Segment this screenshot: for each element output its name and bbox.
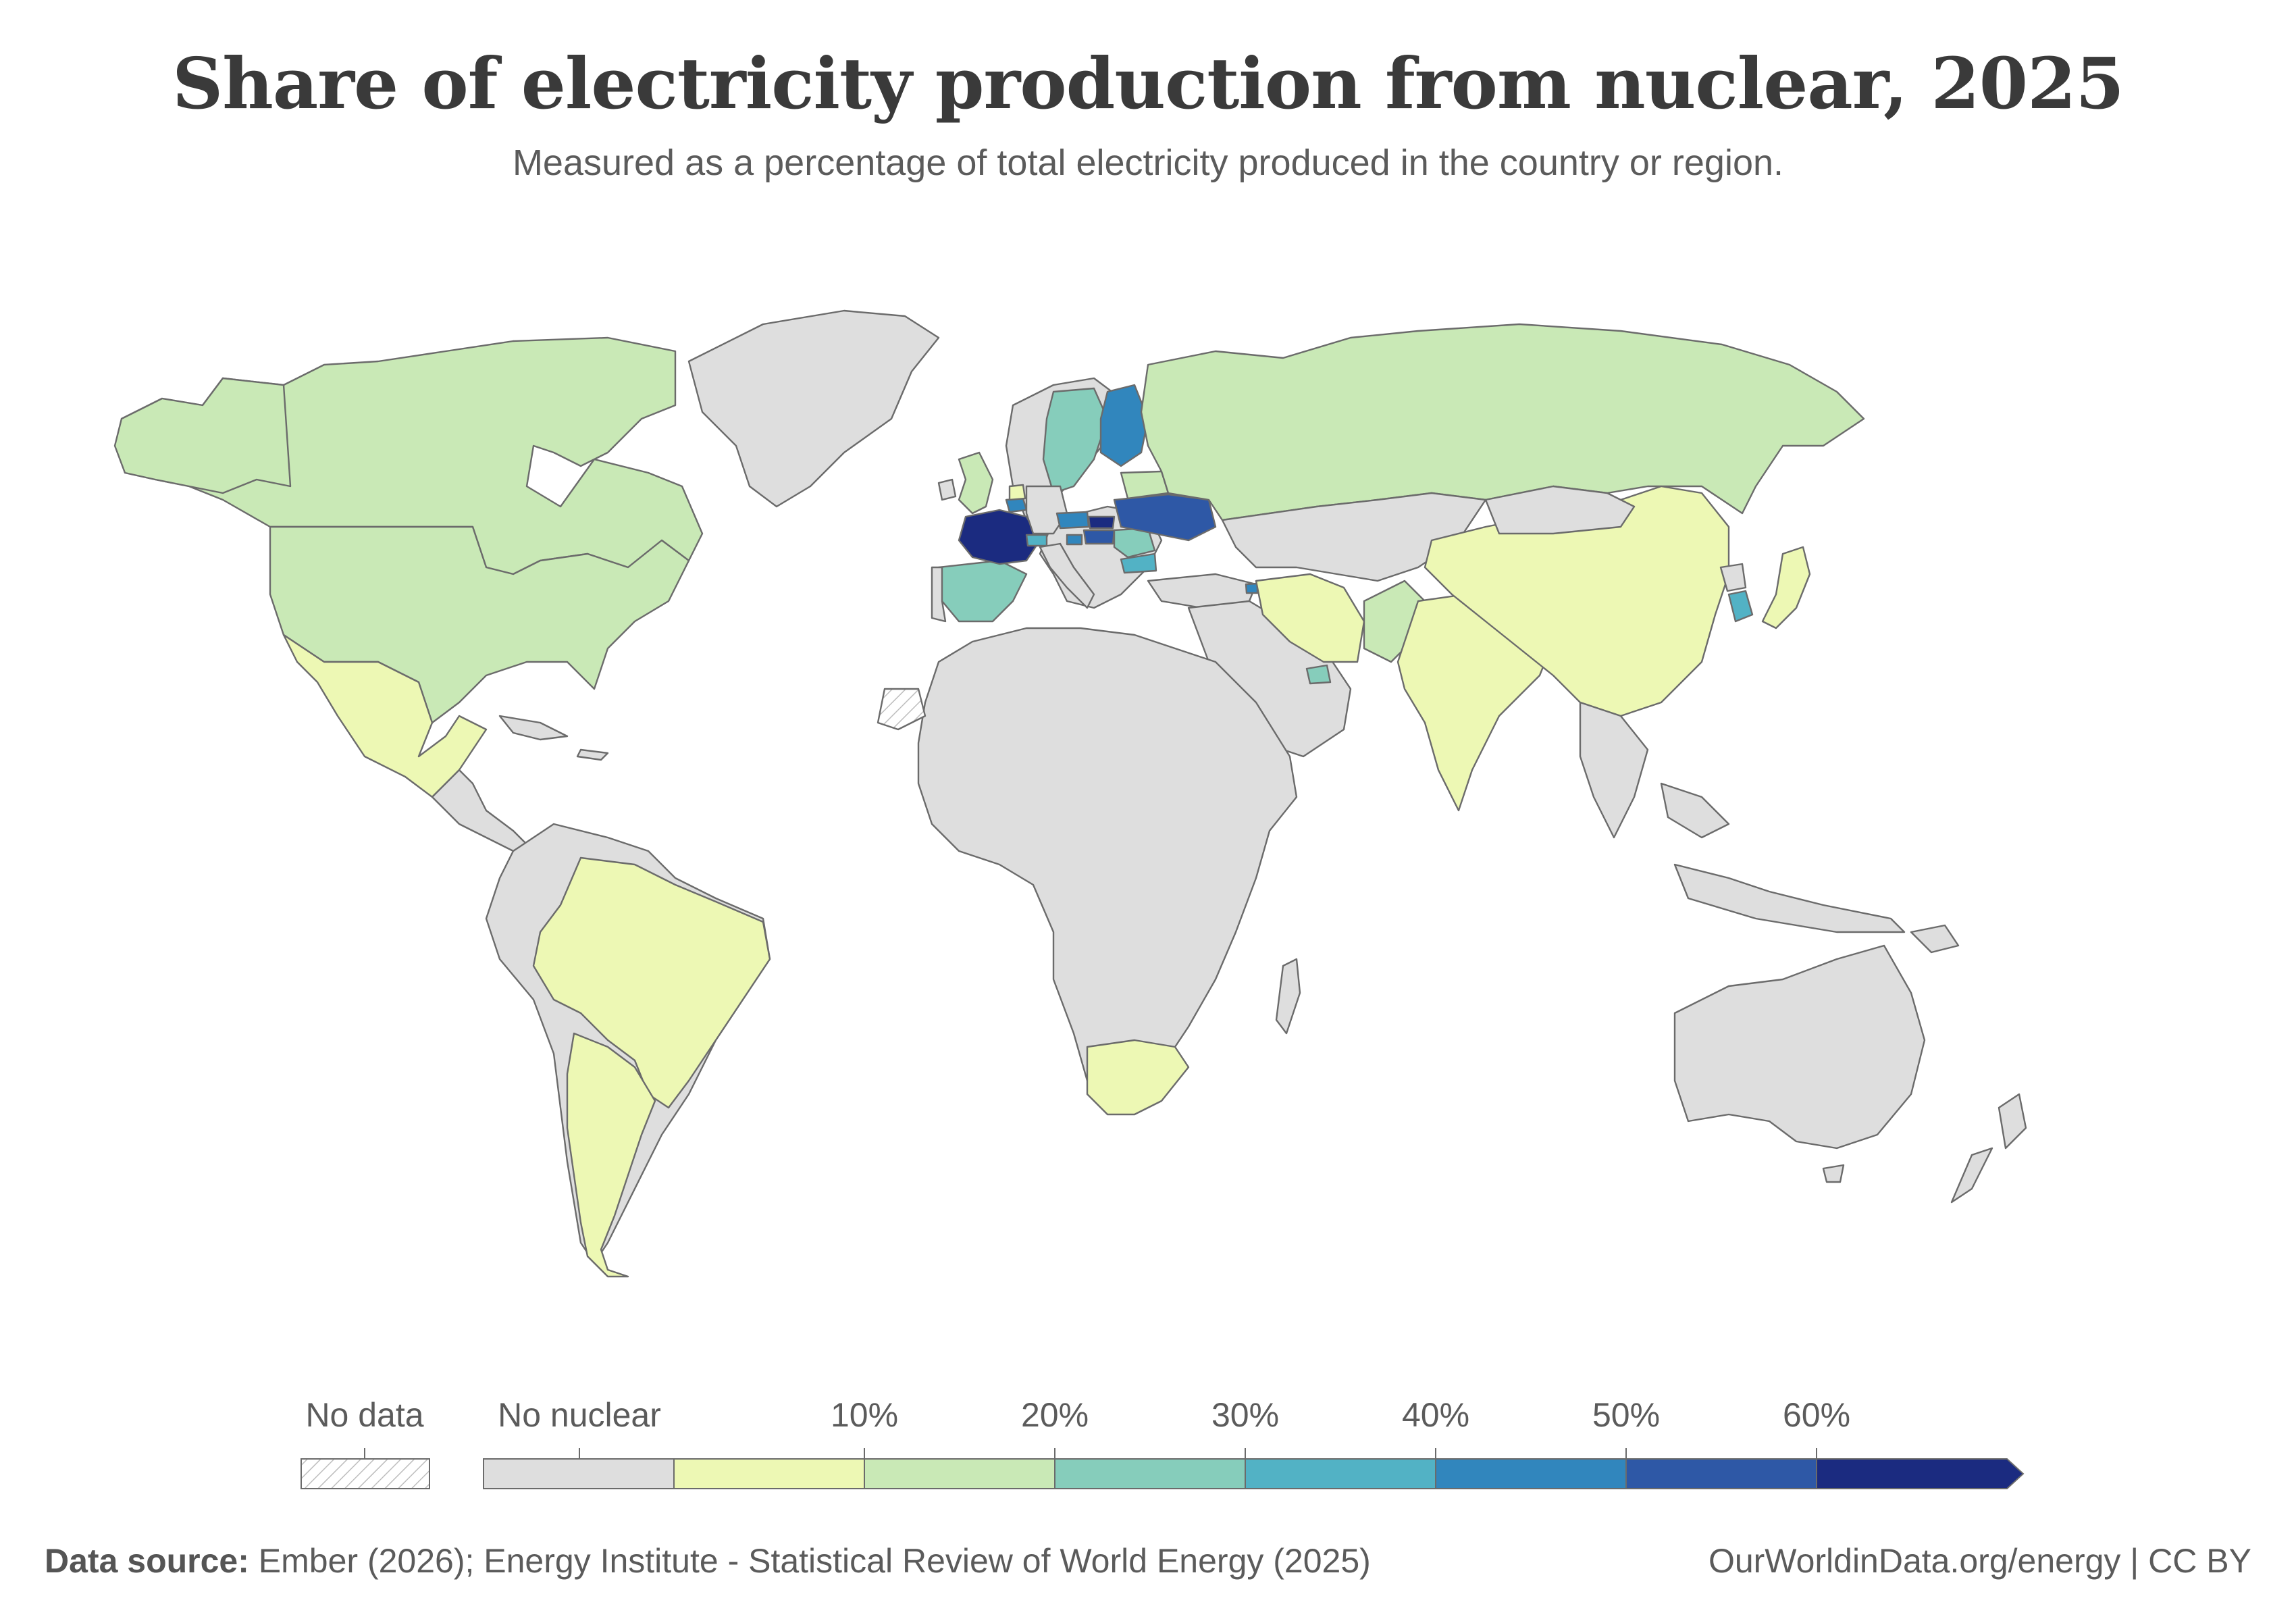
country-netherlands xyxy=(1008,484,1026,501)
legend-tick-label: 60% xyxy=(1783,1396,1850,1434)
credit-link[interactable]: OurWorldinData.org/energy | CC BY xyxy=(1708,1542,2251,1580)
region-western-sahara xyxy=(877,688,927,731)
country-japan xyxy=(1761,546,1811,629)
country-france xyxy=(958,509,1041,565)
legend-no-data-label: No data xyxy=(305,1396,423,1434)
country-russia xyxy=(1140,323,1865,521)
country-papua-new-guinea xyxy=(1910,924,1960,954)
country-italy xyxy=(1039,542,1095,609)
country-czechia xyxy=(1055,511,1090,530)
chart-title: Share of electricity production from nuc… xyxy=(172,42,2124,125)
data-source-text: Ember (2026); Energy Institute - Statist… xyxy=(258,1542,1371,1580)
legend-bin-5 xyxy=(1625,1458,1817,1489)
legend-bins xyxy=(673,1458,2025,1489)
country-brazil xyxy=(532,856,771,1109)
country-hungary xyxy=(1082,529,1116,545)
chart-subtitle: Measured as a percentage of total electr… xyxy=(512,143,1784,183)
country-slovenia xyxy=(1066,534,1083,546)
country-argentina xyxy=(566,1032,656,1278)
country-madagascar xyxy=(1275,958,1301,1035)
country-mongolia xyxy=(1484,485,1636,535)
country-south-africa xyxy=(1086,1039,1190,1116)
country-australia-tasmania xyxy=(1822,1164,1845,1183)
country-switzerland xyxy=(1025,534,1048,547)
legend: No data No nuclear 10% 20% 30% 40% 50% 60% xyxy=(301,1396,2025,1489)
region-caribbean xyxy=(498,715,609,761)
legend-no-nuclear-swatch xyxy=(483,1458,675,1489)
country-iran xyxy=(1255,573,1365,663)
country-alaska xyxy=(113,377,292,494)
legend-bin-3 xyxy=(1245,1458,1436,1489)
legend-tick-label: 40% xyxy=(1402,1396,1469,1434)
region-southeast-asia xyxy=(1579,701,1906,933)
legend-bin-0 xyxy=(673,1458,865,1489)
legend-tick-label: 10% xyxy=(831,1396,898,1434)
legend-bin-2 xyxy=(1054,1458,1246,1489)
country-bulgaria xyxy=(1120,552,1157,574)
country-finland xyxy=(1099,384,1149,467)
country-spain xyxy=(937,559,1028,623)
country-new-zealand xyxy=(1950,1093,2027,1204)
country-slovakia xyxy=(1087,515,1116,530)
legend-no-nuclear-label: No nuclear xyxy=(498,1396,661,1434)
legend-bin-4 xyxy=(1435,1458,1627,1489)
country-portugal xyxy=(931,566,947,623)
country-mexico xyxy=(282,634,488,798)
legend-no-data-swatch xyxy=(301,1458,430,1489)
country-sweden xyxy=(1042,387,1109,494)
legend-tick-label: 50% xyxy=(1592,1396,1660,1434)
region-central-america xyxy=(431,769,528,852)
legend-bin-1 xyxy=(864,1458,1055,1489)
world-map xyxy=(113,309,2027,1278)
data-source: Data source: Ember (2026); Energy Instit… xyxy=(45,1541,1371,1580)
country-united-arab-emirates xyxy=(1305,664,1332,685)
legend-tick-label: 30% xyxy=(1211,1396,1279,1434)
country-germany xyxy=(1025,485,1068,535)
country-ukraine xyxy=(1113,493,1217,542)
region-africa xyxy=(917,627,1298,1102)
legend-bin-6 xyxy=(1816,1458,2025,1489)
country-ireland xyxy=(937,478,957,501)
legend-ticks: 10% 20% 30% 40% 50% 60% xyxy=(831,1396,1850,1459)
data-source-label: Data source: xyxy=(45,1542,249,1580)
country-armenia xyxy=(1245,582,1259,594)
country-north-korea xyxy=(1719,563,1747,592)
country-australia xyxy=(1673,944,1926,1150)
country-south-korea xyxy=(1727,590,1754,623)
legend-tick-label: 20% xyxy=(1021,1396,1089,1434)
country-united-kingdom xyxy=(958,451,994,515)
country-greenland xyxy=(687,309,940,508)
